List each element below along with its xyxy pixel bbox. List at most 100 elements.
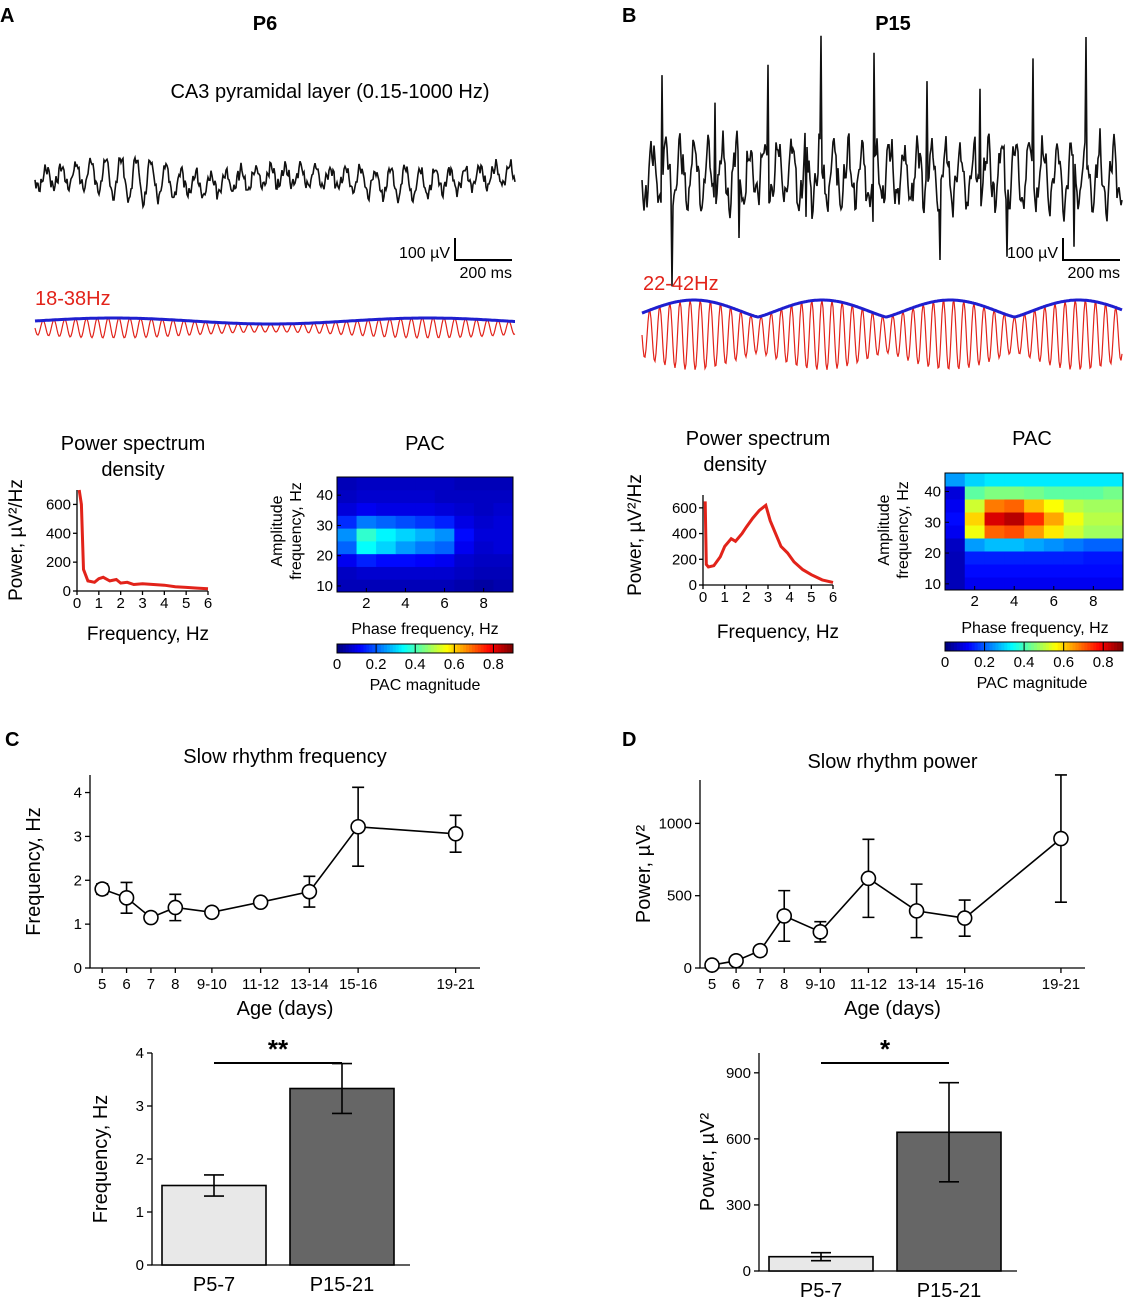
colorbar-segment bbox=[504, 644, 508, 653]
pac-b-xlabel: Phase frequency, Hz bbox=[961, 620, 1108, 637]
pac-cell bbox=[984, 499, 1005, 513]
significance-stars: * bbox=[880, 1034, 891, 1064]
line-ytick-label: 1 bbox=[74, 916, 82, 933]
colorbar-segment bbox=[369, 644, 373, 653]
line-xtick-label: 7 bbox=[756, 976, 764, 993]
colorbar-segment bbox=[454, 644, 458, 653]
colorbar-segment bbox=[372, 644, 376, 653]
pac-cell bbox=[1103, 525, 1124, 539]
raw-trace-a bbox=[34, 154, 516, 210]
pac-cell bbox=[945, 512, 966, 526]
pac-xtick-label: 6 bbox=[1050, 593, 1058, 610]
pac-cell bbox=[1004, 564, 1025, 578]
colorbar-segment bbox=[375, 644, 379, 653]
bar-ytick-label: 0 bbox=[136, 1257, 144, 1274]
pac-cell bbox=[1004, 538, 1025, 552]
pac-xtick-label: 4 bbox=[1010, 593, 1018, 610]
pac-cell bbox=[356, 540, 377, 555]
pac-cell bbox=[1004, 525, 1025, 539]
colorbar-segment bbox=[1054, 642, 1059, 651]
colorbar-b: 0 0.2 0.4 0.6 0.8 bbox=[941, 641, 1124, 671]
pac-cell bbox=[1043, 538, 1065, 552]
pac-cell bbox=[356, 528, 377, 542]
pac-cell bbox=[415, 553, 436, 567]
pac-cell bbox=[984, 538, 1005, 552]
pac-cell bbox=[1063, 538, 1084, 552]
pac-cell bbox=[1043, 486, 1065, 500]
psd-xtick-label: 2 bbox=[116, 595, 124, 612]
colorbar-segment bbox=[1117, 642, 1121, 651]
bar-ytick-label: 4 bbox=[136, 1045, 144, 1062]
pac-cell bbox=[984, 525, 1005, 539]
colorbar-segment bbox=[492, 644, 496, 653]
colorbar-segment bbox=[386, 644, 391, 653]
pac-ytick-label: 20 bbox=[316, 548, 333, 565]
bar-ytick-label: 0 bbox=[743, 1263, 751, 1280]
colorbar-segment bbox=[486, 644, 491, 653]
line-chart-axes bbox=[699, 780, 1085, 969]
bar bbox=[289, 1087, 395, 1266]
psd-series-line bbox=[703, 501, 834, 584]
pac-cell bbox=[415, 579, 436, 593]
line-point bbox=[118, 890, 135, 906]
colorbar-segment bbox=[1004, 642, 1008, 651]
pac-cell bbox=[356, 566, 377, 580]
psd-ytick-label: 400 bbox=[672, 526, 697, 543]
bar-error bbox=[811, 1251, 831, 1262]
psd-a-title-line1: Power spectrum bbox=[61, 433, 206, 455]
pac-xtick-label: 4 bbox=[401, 595, 409, 612]
line-ylabel: Frequency, Hz bbox=[23, 807, 45, 936]
psd-b-xlabel: Frequency, Hz bbox=[717, 622, 839, 643]
scale-bar-a: 100 µV 200 ms bbox=[399, 238, 512, 282]
pac-cell bbox=[473, 540, 494, 555]
pac-cell bbox=[1103, 551, 1124, 565]
colorbar-segment bbox=[1096, 642, 1100, 651]
line-point bbox=[908, 903, 925, 919]
pac-ytick-label: 40 bbox=[924, 483, 941, 500]
psd-a-ylabel: Power, µV²/Hz bbox=[6, 479, 27, 601]
psd-ytick-label: 200 bbox=[672, 551, 697, 568]
colorbar-segment bbox=[1034, 642, 1038, 651]
line-point bbox=[350, 818, 366, 835]
line-chart-axes bbox=[89, 775, 480, 969]
pac-cell bbox=[1083, 512, 1104, 526]
colorbar-segment bbox=[1099, 642, 1103, 651]
colorbar-segment bbox=[945, 642, 949, 651]
colorbar-segment bbox=[950, 642, 955, 651]
colorbar-tick-label: 0 bbox=[941, 654, 949, 671]
colorbar-segment bbox=[348, 644, 353, 653]
pac-cell bbox=[337, 579, 358, 593]
pac-xtick-label: 2 bbox=[970, 593, 978, 610]
pac-cell bbox=[1004, 486, 1025, 500]
colorbar-segment bbox=[360, 644, 364, 653]
pac-frame bbox=[336, 476, 514, 593]
bar-ylabel: Power, µV² bbox=[697, 1113, 719, 1212]
pac-cell bbox=[964, 486, 986, 500]
line-point bbox=[704, 957, 720, 973]
line-point bbox=[956, 910, 973, 926]
colorbar-segment bbox=[392, 644, 397, 653]
line-xlabel: Age (days) bbox=[237, 998, 334, 1020]
colorbar-segment bbox=[995, 642, 999, 651]
colorbar-segment bbox=[433, 644, 438, 653]
pac-cell bbox=[964, 551, 986, 565]
line-point bbox=[728, 952, 744, 969]
colorbar-segment bbox=[510, 644, 514, 653]
colorbar-segment bbox=[1039, 642, 1044, 651]
pac-xtick-label: 6 bbox=[440, 595, 448, 612]
pac-cell bbox=[376, 477, 397, 491]
pac-cell bbox=[395, 515, 416, 529]
colorbar-segment bbox=[962, 642, 967, 651]
colorbar-segment bbox=[489, 644, 493, 653]
pac-b-title: PAC bbox=[1012, 428, 1052, 450]
panel-a-title: P6 bbox=[253, 13, 277, 35]
colorbar-segment bbox=[1072, 642, 1077, 651]
pac-cell bbox=[356, 477, 377, 491]
pac-cell bbox=[964, 564, 986, 578]
pac-cell bbox=[984, 551, 1005, 565]
psd-xtick-label: 4 bbox=[785, 589, 793, 606]
colorbar-segment bbox=[1063, 642, 1068, 651]
colorbar-segment bbox=[410, 644, 414, 653]
